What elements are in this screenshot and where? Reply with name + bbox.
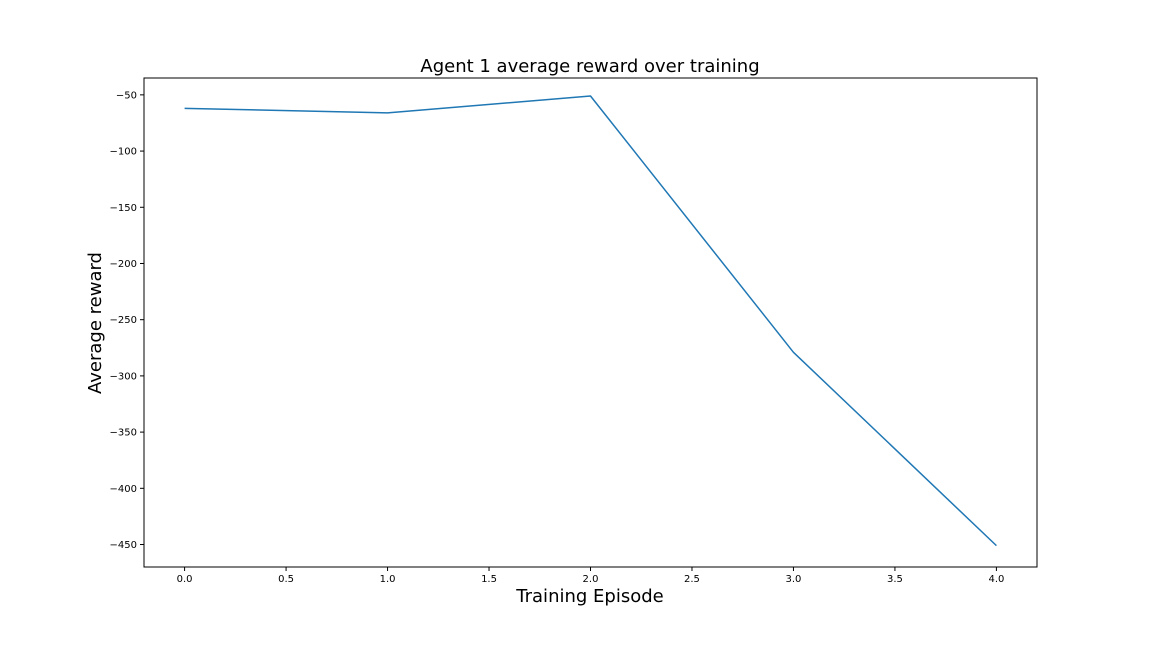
x-tick-label: 3.0 bbox=[786, 574, 802, 585]
x-tick-label: 0.5 bbox=[278, 574, 294, 585]
y-tick-label: −400 bbox=[110, 484, 137, 495]
x-tick-label: 2.5 bbox=[684, 574, 700, 585]
chart-title: Agent 1 average reward over training bbox=[420, 56, 759, 77]
x-tick-label: 1.5 bbox=[481, 574, 497, 585]
y-tick-label: −450 bbox=[110, 540, 137, 551]
y-tick-label: −50 bbox=[116, 90, 137, 101]
x-tick-label: 4.0 bbox=[988, 574, 1004, 585]
y-tick-label: −150 bbox=[110, 203, 137, 214]
series-line bbox=[184, 95, 997, 547]
x-tick-label: 3.5 bbox=[887, 574, 903, 585]
y-tick-label: −200 bbox=[110, 259, 137, 270]
y-axis-title: Average reward bbox=[85, 252, 106, 394]
plot-area bbox=[184, 95, 997, 547]
x-axis-title: Training Episode bbox=[515, 586, 663, 607]
y-tick-label: −250 bbox=[110, 315, 137, 326]
x-tick-label: 0.0 bbox=[177, 574, 193, 585]
x-tick-label: 2.0 bbox=[583, 574, 599, 585]
x-axis: 0.0 0.5 1.0 1.5 2.0 2.5 3.0 3.5 4.0 bbox=[177, 567, 1004, 585]
y-axis: −50 −100 −150 −200 −250 −300 −350 −400 −450 bbox=[110, 90, 144, 551]
y-tick-label: −350 bbox=[110, 428, 137, 439]
y-tick-label: −100 bbox=[110, 147, 137, 158]
y-tick-label: −300 bbox=[110, 371, 137, 382]
x-tick-label: 1.0 bbox=[380, 574, 396, 585]
